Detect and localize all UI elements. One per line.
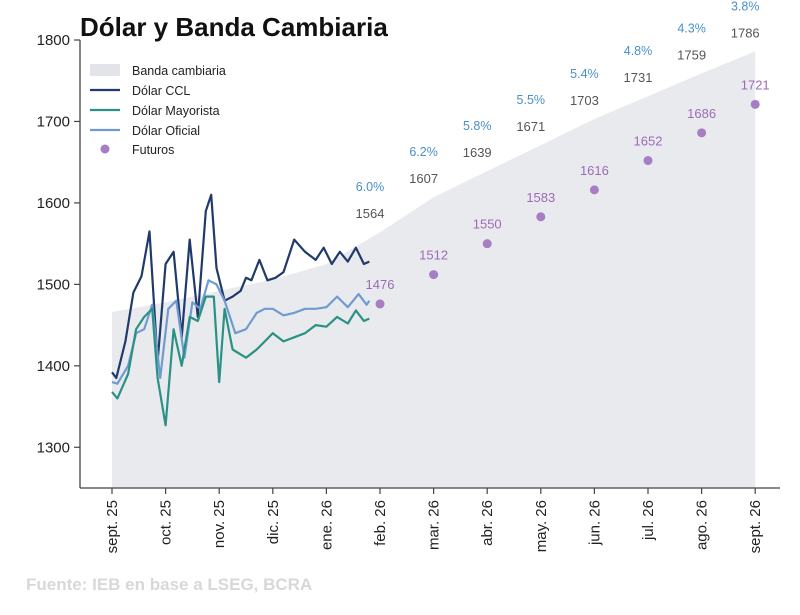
x-tick-label: may. 26 [533,500,550,552]
x-tick-label: mar. 26 [426,500,443,550]
x-tick-label: nov. 25 [211,500,228,548]
band-area [112,51,756,489]
band-value-label: 1671 [516,119,545,134]
futuros-label: 1652 [634,134,663,149]
band-pct-label: 6.0% [356,180,385,194]
x-tick-label: ago. 26 [694,500,711,550]
band-pct-label: 4.8% [624,44,653,58]
legend-label-mayorista: Dólar Mayorista [132,104,220,118]
series-line-ccl [111,193,370,380]
futuros-point [536,212,546,222]
legend-swatch-futuros [100,144,110,154]
series-line-mayorista [111,295,370,427]
band-value-label: 1639 [463,145,492,160]
band-value-label: 1759 [677,47,706,62]
band-pct-label: 6.2% [409,145,438,159]
legend-label-futuros: Futuros [132,143,174,157]
futuros-point [375,299,385,309]
band-value-label: 1564 [356,206,385,221]
futuros-point [589,185,599,195]
futuros-point [643,156,653,166]
futuros-point [697,128,707,138]
chart-title: Dólar y Banda Cambiaria [80,12,388,42]
x-tick-label: abr. 26 [479,500,496,546]
band-pct-label: 3.8% [731,0,760,13]
band-value-label: 1703 [570,93,599,108]
legend-label-ccl: Dólar CCL [132,84,190,98]
x-tick-label: sept. 26 [747,500,764,553]
y-tick-label: 1600 [37,195,70,212]
legend-swatch-band [90,64,120,76]
futuros-label: 1550 [473,217,502,232]
futuros-label: 1686 [687,106,716,121]
x-tick-label: oct. 25 [158,500,175,545]
band-value-label: 1731 [624,70,653,85]
futuros-label: 1583 [526,190,555,205]
source-note: Fuente: IEB en base a LSEG, BCRA [26,575,313,594]
legend-label-oficial: Dólar Oficial [132,124,200,138]
futuros-label: 1721 [741,77,770,92]
futuros-label: 1476 [366,277,395,292]
futuros-point [750,99,760,109]
band-pct-label: 5.4% [570,67,599,81]
futuros-point [429,270,439,280]
x-tick-label: sept. 25 [104,500,121,553]
x-tick-label: dic. 25 [265,500,282,544]
band-pct-label: 4.3% [677,21,706,35]
band-pct-label: 5.8% [463,119,492,133]
x-tick-label: ene. 26 [318,500,335,550]
band-value-label: 1786 [731,25,760,40]
y-tick-label: 1300 [37,439,70,456]
y-tick-label: 1400 [37,358,70,375]
x-tick-label: jun. 26 [586,500,603,546]
x-tick-label: feb. 26 [372,500,389,546]
band-pct-label: 5.5% [517,93,546,107]
x-tick-label: jul. 26 [640,500,657,541]
legend-label-band: Banda cambiaria [132,64,226,78]
y-tick-label: 1500 [37,276,70,293]
y-tick-label: 1700 [37,113,70,130]
futuros-label: 1512 [419,248,448,263]
futuros-point [482,239,492,249]
y-tick-label: 1800 [37,32,70,49]
band-value-label: 1607 [409,171,438,186]
futuros-label: 1616 [580,163,609,178]
